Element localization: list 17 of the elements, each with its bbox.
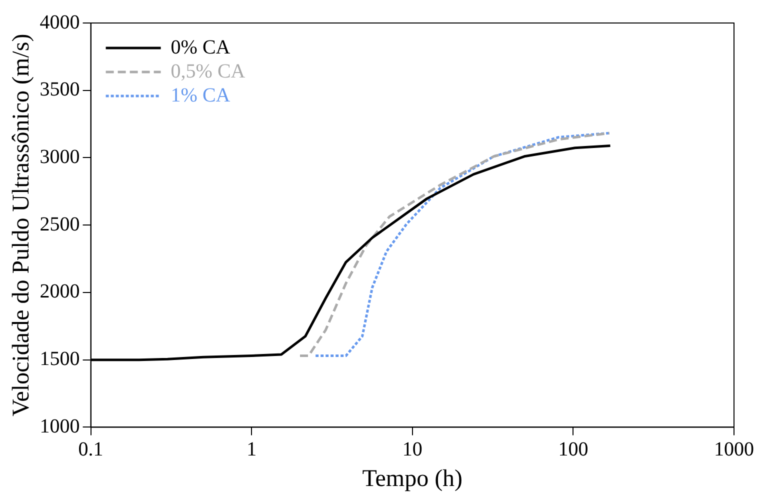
y-tick-label: 1000 bbox=[40, 415, 80, 438]
x-tick-label: 1000 bbox=[714, 438, 754, 460]
x-tick-label: 1 bbox=[246, 438, 257, 460]
x-tick-label: 10 bbox=[402, 438, 422, 460]
legend-label: 0,5% CA bbox=[170, 60, 246, 82]
y-tick-label: 3000 bbox=[40, 146, 80, 168]
y-tick-label: 2500 bbox=[40, 213, 80, 236]
y-tick-label: 1500 bbox=[40, 348, 80, 370]
y-tick-label: 4000 bbox=[40, 11, 80, 34]
x-tick-label: 100 bbox=[558, 438, 588, 460]
x-tick-label: 0.1 bbox=[78, 438, 104, 460]
legend-label: 1% CA bbox=[170, 84, 231, 106]
y-tick-label: 2000 bbox=[40, 280, 80, 303]
legend-label: 0% CA bbox=[170, 36, 231, 58]
x-axis-title: Tempo (h) bbox=[362, 466, 463, 492]
y-tick-label: 3500 bbox=[40, 78, 80, 101]
y-axis-title: Velocidade do Puldo Ultrassônico (m/s) bbox=[8, 34, 35, 416]
